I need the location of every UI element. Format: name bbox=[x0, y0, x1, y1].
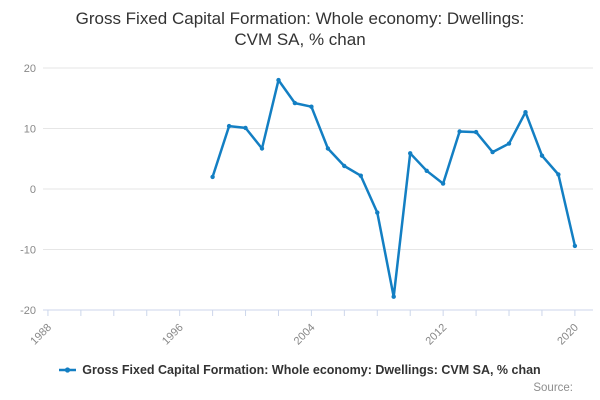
y-axis-tick-label: 10 bbox=[24, 124, 36, 136]
data-point[interactable] bbox=[276, 77, 281, 83]
data-point[interactable] bbox=[292, 100, 298, 106]
data-point[interactable] bbox=[490, 149, 495, 155]
data-line[interactable] bbox=[211, 78, 577, 298]
data-point[interactable] bbox=[556, 172, 561, 177]
chart-title-line1: Gross Fixed Capital Formation: Whole eco… bbox=[75, 9, 525, 28]
data-point[interactable] bbox=[523, 110, 528, 115]
y-axis-tick-label: -10 bbox=[20, 245, 36, 257]
x-axis-tick-label: 1988 bbox=[28, 322, 54, 348]
x-axis-tick-label: 2020 bbox=[555, 322, 581, 348]
data-point[interactable] bbox=[226, 123, 232, 129]
data-point[interactable] bbox=[358, 173, 363, 178]
chart-title-line2: CVM SA, % chan bbox=[234, 30, 366, 49]
data-point[interactable] bbox=[473, 129, 479, 135]
data-point[interactable] bbox=[424, 168, 429, 173]
x-axis-tick-label: 2004 bbox=[292, 322, 318, 348]
data-point[interactable] bbox=[243, 125, 248, 131]
data-point[interactable] bbox=[572, 243, 578, 249]
y-axis-tick-label: 0 bbox=[30, 184, 36, 196]
y-axis-tick-label: -20 bbox=[20, 305, 36, 317]
data-point[interactable] bbox=[506, 141, 512, 146]
data-point[interactable] bbox=[210, 174, 215, 180]
data-point[interactable] bbox=[342, 163, 347, 169]
x-axis-tick-label: 1996 bbox=[160, 322, 186, 348]
data-point[interactable] bbox=[259, 146, 265, 151]
legend-label: Gross Fixed Capital Formation: Whole eco… bbox=[82, 363, 541, 377]
data-point[interactable] bbox=[309, 104, 314, 109]
data-point[interactable] bbox=[539, 153, 545, 158]
source-label: Source: bbox=[533, 382, 573, 394]
legend[interactable]: Gross Fixed Capital Formation: Whole eco… bbox=[0, 363, 600, 377]
chart-svg: 20 10 0 -10 -20 1988 1996 2004 2012 2020 bbox=[20, 63, 593, 348]
data-point[interactable] bbox=[391, 294, 396, 299]
data-point[interactable] bbox=[457, 129, 462, 134]
legend-line-marker-icon bbox=[59, 367, 77, 373]
chart-title: Gross Fixed Capital Formation: Whole eco… bbox=[0, 8, 600, 50]
data-point[interactable] bbox=[440, 181, 446, 186]
data-point[interactable] bbox=[375, 210, 380, 215]
data-point[interactable] bbox=[408, 151, 413, 156]
data-point[interactable] bbox=[325, 146, 331, 151]
y-axis-tick-label: 20 bbox=[24, 63, 36, 75]
x-axis-tick-label: 2012 bbox=[423, 322, 449, 348]
